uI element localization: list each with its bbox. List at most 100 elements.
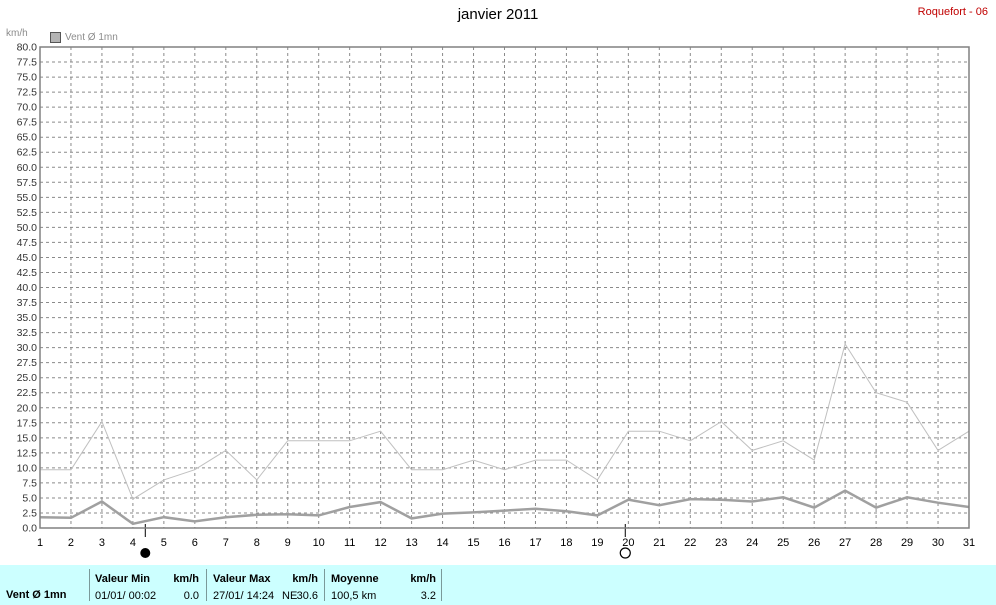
y-tick-label: 2.5: [22, 507, 37, 519]
plot-frame: [39, 46, 970, 529]
y-tick-label: 12.5: [17, 447, 38, 459]
x-tick-label: 13: [405, 537, 417, 549]
wind-line-chart: 0.0 2.5 5.0 7.5 10.0 12.5 15.0 17.5 20.0 22.5 25.0…: [17, 42, 975, 559]
station-name: Roquefort - 06: [917, 6, 988, 18]
stats-min-when: 01/01/ 00:02: [95, 590, 157, 602]
x-tick-label: 30: [932, 537, 944, 549]
y-tick-label: 55.0: [17, 192, 38, 204]
stats-mean-label: Moyenne: [331, 573, 379, 585]
y-tick-label: 40.0: [17, 282, 38, 294]
stats-min-value: 0.0: [183, 590, 199, 602]
y-tick-label: 10.0: [17, 462, 38, 474]
stats-min-label: Valeur Min: [95, 573, 151, 585]
y-tick-label: 42.5: [17, 267, 38, 279]
y-tick-label: 60.0: [17, 162, 38, 174]
y-tick-label: 72.5: [17, 87, 38, 99]
x-tick-label: 4: [130, 537, 136, 549]
grid: [40, 47, 969, 528]
y-tick-label: 45.0: [17, 252, 38, 264]
stats-max-value: 30.6: [296, 590, 318, 602]
x-tick-label: 11: [344, 537, 355, 549]
y-tick-label: 0.0: [22, 523, 37, 535]
y-tick-label: 27.5: [17, 357, 38, 369]
x-tick-label: 26: [808, 537, 820, 549]
stats-mean-unit: km/h: [410, 573, 436, 585]
stats-max-box: Valeur Max km/h 27/01/ 14:24 NE 30.6: [206, 569, 323, 602]
y-tick-label: 80.0: [17, 42, 38, 54]
stats-max-unit: km/h: [292, 573, 318, 585]
legend: Vent Ø 1mn: [50, 32, 118, 43]
x-tick-label: 17: [529, 537, 541, 549]
x-tick-label: 14: [436, 537, 448, 549]
x-tick-label: 22: [684, 537, 696, 549]
legend-swatch: [50, 32, 61, 43]
x-tick-label: 5: [161, 537, 167, 549]
x-tick-label: 9: [285, 537, 291, 549]
x-tick-label: 15: [467, 537, 479, 549]
x-tick-label: 6: [192, 537, 198, 549]
y-tick-label: 37.5: [17, 297, 38, 309]
y-tick-label: 22.5: [17, 387, 38, 399]
x-tick-label: 31: [963, 537, 975, 549]
series-line-mean: [39, 489, 970, 526]
y-tick-label: 30.0: [17, 342, 38, 354]
y-tick-label: 25.0: [17, 372, 38, 384]
x-tick-label: 10: [313, 537, 325, 549]
y-tick-label: 67.5: [17, 117, 38, 129]
stats-max-label: Valeur Max: [213, 573, 271, 585]
x-tick-label: 3: [99, 537, 105, 549]
stats-mean-box: Moyenne km/h 100,5 km 3.2: [324, 569, 442, 602]
stats-max-when: 27/01/ 14:24: [213, 590, 275, 602]
x-tick-label: 7: [223, 537, 229, 549]
series-line-max: [40, 342, 970, 500]
x-tick-label: 1: [37, 537, 43, 549]
y-tick-label: 52.5: [17, 207, 38, 219]
x-tick-label: 21: [653, 537, 665, 549]
x-tick-label: 16: [498, 537, 510, 549]
series-lines: [39, 342, 970, 526]
x-tick-label: 24: [746, 537, 758, 549]
new-moon-icon: [140, 548, 151, 558]
moon-markers: [140, 524, 631, 559]
x-tick-label: 20: [622, 537, 634, 549]
y-tick-label: 50.0: [17, 222, 38, 234]
y-tick-label: 70.0: [17, 102, 38, 114]
y-tick-label: 32.5: [17, 327, 38, 339]
chart-title: janvier 2011: [457, 6, 539, 23]
y-tick-label: 57.5: [17, 177, 38, 189]
y-tick-label: 62.5: [17, 147, 38, 159]
y-axis-unit: km/h: [6, 28, 28, 39]
stats-mean-distance: 100,5 km: [331, 590, 377, 602]
y-tick-label: 77.5: [17, 57, 38, 69]
x-tick-label: 8: [254, 537, 260, 549]
stats-divider: [441, 569, 442, 601]
x-tick-label: 12: [375, 537, 387, 549]
full-moon-icon: [619, 547, 631, 559]
y-tick-label: 20.0: [17, 402, 38, 414]
y-tick-label: 17.5: [17, 417, 38, 429]
stats-mean-value: 3.2: [420, 590, 436, 602]
y-tick-label: 15.0: [17, 432, 38, 444]
stats-series-name: Vent Ø 1mn: [6, 589, 67, 601]
y-tick-label: 35.0: [17, 312, 38, 324]
x-tick-label: 23: [715, 537, 727, 549]
stats-max-direction: NE: [282, 590, 298, 602]
x-tick-label: 19: [591, 537, 603, 549]
x-tick-label: 25: [777, 537, 789, 549]
y-tick-label: 7.5: [22, 477, 37, 489]
y-tick-label: 47.5: [17, 237, 38, 249]
x-tick-label: 2: [68, 537, 74, 549]
legend-label: Vent Ø 1mn: [65, 32, 118, 43]
x-tick-label: 27: [839, 537, 851, 549]
stats-min-unit: km/h: [173, 573, 199, 585]
x-tick-label: 18: [560, 537, 572, 549]
stats-bar: Vent Ø 1mn Valeur Min km/h 01/01/ 00:02 …: [0, 565, 996, 605]
x-tick-labels: 1 2 3 4 5 6 7 8 9 10 11 12 13 14 15 16 17 18 19 20 21 22 23 24 2…: [37, 537, 975, 549]
stats-min-box: Valeur Min km/h 01/01/ 00:02 0.0: [89, 569, 205, 602]
y-tick-label: 65.0: [17, 132, 38, 144]
y-tick-label: 5.0: [22, 492, 37, 504]
x-tick-label: 28: [870, 537, 882, 549]
y-tick-labels: 0.0 2.5 5.0 7.5 10.0 12.5 15.0 17.5 20.0 22.5 25.0…: [17, 42, 38, 535]
x-tick-label: 29: [901, 537, 913, 549]
y-tick-label: 75.0: [17, 72, 38, 84]
